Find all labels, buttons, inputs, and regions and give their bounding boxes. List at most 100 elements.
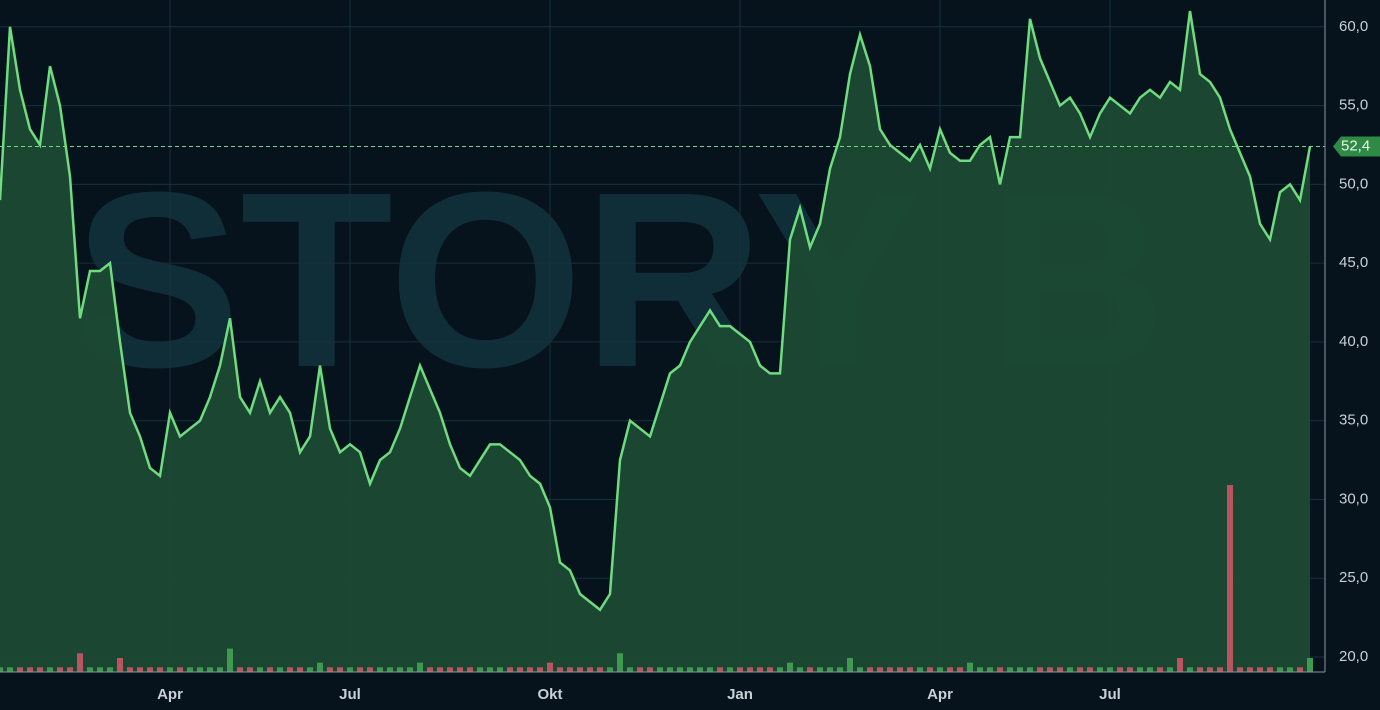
y-tick-label: 20,0 [1339, 648, 1368, 665]
volume-bar [327, 667, 333, 672]
volume-bar [1027, 667, 1033, 672]
volume-bar [727, 667, 733, 672]
volume-bar [857, 667, 863, 672]
volume-bar [1287, 667, 1293, 672]
volume-bar [897, 667, 903, 672]
volume-bar [1167, 667, 1173, 672]
volume-bar [737, 667, 743, 672]
volume-bar [997, 667, 1003, 672]
volume-bar [87, 667, 93, 672]
volume-bar [1247, 667, 1253, 672]
last-price-label: 52,4 [1341, 138, 1370, 155]
volume-bar [377, 667, 383, 672]
volume-bar [587, 667, 593, 672]
volume-bar [157, 667, 163, 672]
volume-bar [357, 667, 363, 672]
volume-bar [527, 667, 533, 672]
volume-bar [1297, 667, 1303, 672]
volume-bar [437, 667, 443, 672]
x-tick-label: Apr [157, 686, 183, 703]
volume-bar [677, 667, 683, 672]
volume-bar [917, 667, 923, 672]
volume-bar [1157, 667, 1163, 672]
volume-bar [847, 657, 853, 672]
volume-bar [237, 667, 243, 672]
volume-bar [267, 667, 273, 672]
volume-bar [117, 657, 123, 672]
volume-bar [1177, 657, 1183, 672]
volume-bar [1227, 485, 1233, 672]
volume-bar [137, 667, 143, 672]
volume-bar [977, 667, 983, 672]
volume-bar [1107, 667, 1113, 672]
y-tick-label: 55,0 [1339, 97, 1368, 114]
volume-bar [347, 667, 353, 672]
volume-bar [867, 667, 873, 672]
volume-bar [417, 662, 423, 672]
volume-bar [1097, 667, 1103, 672]
volume-bar [1217, 667, 1223, 672]
volume-bar [7, 667, 13, 672]
volume-bar [617, 653, 623, 672]
volume-bar [787, 662, 793, 672]
volume-bar [247, 667, 253, 672]
y-tick-label: 60,0 [1339, 18, 1368, 35]
volume-bar [927, 667, 933, 672]
volume-bar [687, 667, 693, 672]
volume-bar [467, 667, 473, 672]
volume-bar [817, 667, 823, 672]
volume-bar [457, 667, 463, 672]
x-tick-label: Apr [927, 686, 953, 703]
volume-bar [147, 667, 153, 672]
volume-bar [67, 667, 73, 672]
volume-bar [717, 667, 723, 672]
volume-bar [177, 667, 183, 672]
volume-bar [827, 667, 833, 672]
volume-bar [967, 662, 973, 672]
y-tick-label: 50,0 [1339, 175, 1368, 192]
volume-bar [277, 667, 283, 672]
volume-bar [197, 667, 203, 672]
volume-bar [1267, 667, 1273, 672]
volume-bar [637, 667, 643, 672]
volume-bar [477, 667, 483, 672]
volume-bar [947, 667, 953, 672]
volume-bar [877, 667, 883, 672]
volume-bar [767, 667, 773, 672]
volume-bar [387, 667, 393, 672]
volume-bar [1137, 667, 1143, 672]
volume-bar [837, 667, 843, 672]
volume-bar [657, 667, 663, 672]
volume-bar [557, 667, 563, 672]
y-tick-label: 40,0 [1339, 333, 1368, 350]
x-tick-label: Okt [537, 686, 562, 703]
volume-bar [517, 667, 523, 672]
volume-bar [1187, 667, 1193, 672]
volume-bar [1277, 667, 1283, 672]
volume-bar [0, 667, 3, 672]
volume-bar [317, 662, 323, 672]
volume-bar [447, 667, 453, 672]
volume-bar [1257, 667, 1263, 672]
volume-bar [707, 667, 713, 672]
volume-bar [1007, 667, 1013, 672]
y-tick-label: 35,0 [1339, 412, 1368, 429]
volume-bar [227, 648, 233, 672]
volume-bar [297, 667, 303, 672]
volume-bar [57, 667, 63, 672]
volume-bar [217, 667, 223, 672]
price-area [0, 11, 1310, 673]
volume-bar [577, 667, 583, 672]
volume-bar [407, 667, 413, 672]
y-tick-label: 30,0 [1339, 490, 1368, 507]
volume-bar [1047, 667, 1053, 672]
volume-bar [287, 667, 293, 672]
volume-bar [1067, 667, 1073, 672]
volume-bar [167, 667, 173, 672]
volume-bar [547, 662, 553, 672]
x-tick-label: Jan [727, 686, 753, 703]
volume-bar [487, 667, 493, 672]
volume-bar [1117, 667, 1123, 672]
volume-bar [97, 667, 103, 672]
